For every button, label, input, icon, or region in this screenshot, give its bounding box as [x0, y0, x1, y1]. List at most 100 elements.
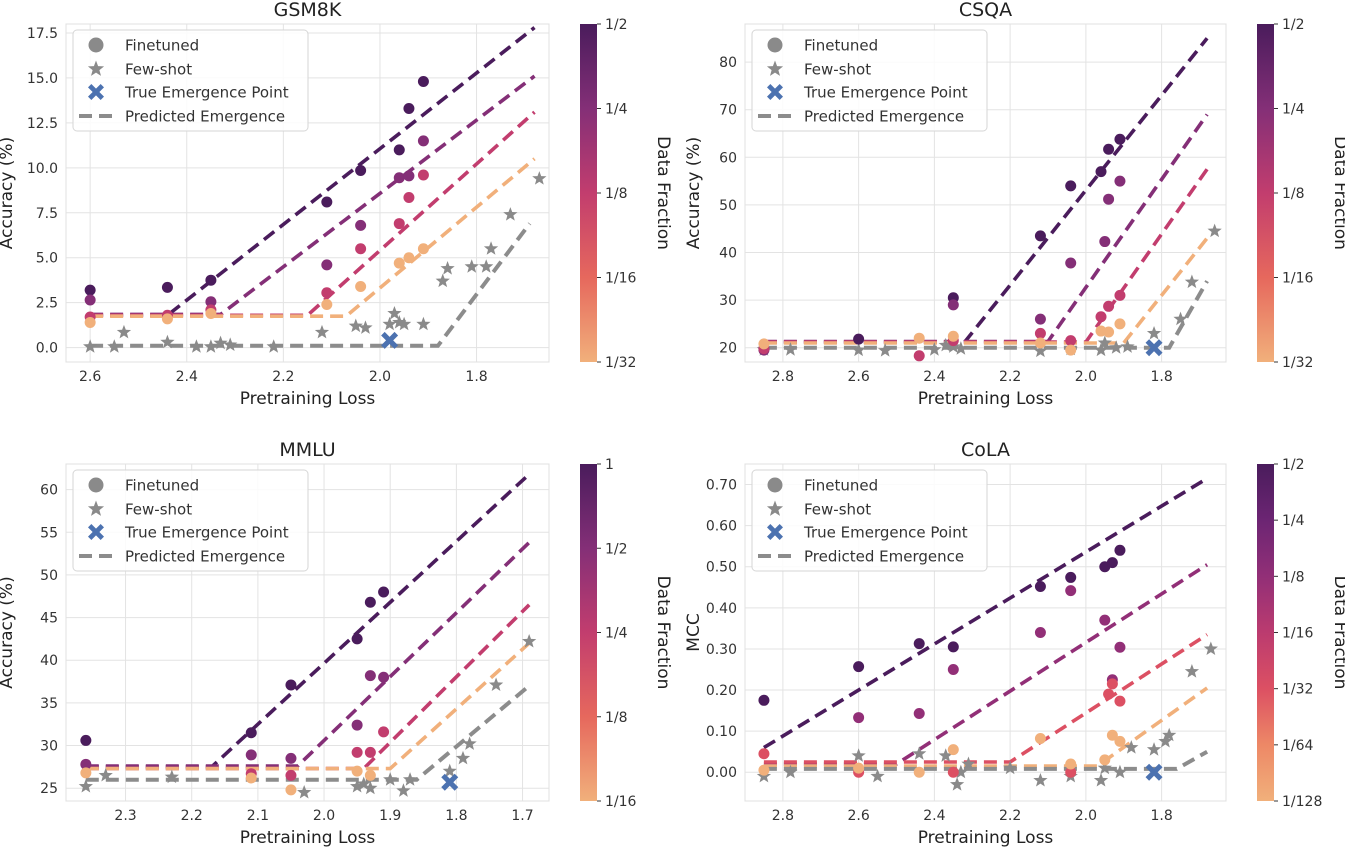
finetuned-point-0	[417, 76, 429, 88]
x-tick-label: 2.2	[181, 808, 203, 824]
finetuned-point-4	[393, 257, 405, 269]
legend-few-shot-marker	[766, 60, 784, 76]
finetuned-point-1	[355, 219, 367, 231]
fit-line-0	[762, 476, 1209, 750]
finetuned-point-2	[1095, 311, 1107, 323]
colorbar-tick-label: 1/8	[605, 710, 628, 726]
y-tick-label: 0.60	[706, 519, 737, 535]
x-tick-label: 1.8	[465, 369, 487, 385]
finetuned-point-1	[393, 172, 405, 184]
legend-emergence-label: True Emergence Point	[803, 524, 968, 542]
y-tick-label: 7.5	[36, 206, 58, 222]
finetuned-point-4	[364, 769, 376, 781]
finetuned-point-0	[853, 333, 865, 345]
y-tick-label: 5.0	[36, 251, 58, 267]
few-shot-point	[961, 756, 976, 771]
few-shot-point	[464, 259, 479, 273]
few-shot-point	[78, 779, 93, 793]
finetuned-point-1	[1103, 193, 1115, 205]
plot-content	[756, 476, 1218, 791]
x-tick-label: 2.4	[176, 369, 198, 385]
few-shot-point	[1184, 664, 1200, 678]
few-shot-point	[223, 337, 238, 351]
few-shot-point	[783, 764, 798, 779]
finetuned-point-2	[947, 766, 959, 778]
legend-few-shot-label: Few-shot	[125, 501, 192, 519]
y-tick-label: 0.00	[706, 765, 737, 781]
few-shot-point	[912, 746, 927, 760]
few-shot-point	[1146, 325, 1162, 340]
few-shot-point	[314, 324, 330, 339]
fit-line-1	[85, 541, 531, 768]
few-shot-point	[1120, 339, 1135, 353]
x-axis-label: Pretraining Loss	[918, 828, 1054, 848]
finetuned-point-4	[285, 784, 297, 796]
few-shot-point	[1097, 335, 1112, 350]
finetuned-point-0	[1103, 143, 1115, 155]
colorbar: 1/2 1/4 1/8 1/16 1/32 1/64 1/128 Data Fraction	[1257, 457, 1345, 810]
colorbar-tick-label: 1/2	[605, 17, 628, 33]
x-axis-label: Pretraining Loss	[918, 389, 1054, 409]
x-tick-label: 2.0	[313, 808, 335, 824]
y-tick-label: 0.40	[706, 601, 737, 617]
finetuned-point-2	[378, 726, 390, 738]
finetuned-point-4	[321, 298, 333, 310]
finetuned-point-0	[1065, 180, 1077, 192]
few-shot-point	[1146, 742, 1162, 756]
few-shot-point	[213, 335, 228, 350]
y-tick-label: 15.0	[27, 71, 58, 87]
few-shot-point	[1124, 740, 1139, 754]
few-shot-point	[522, 633, 537, 648]
finetuned-point-2	[1103, 300, 1115, 312]
chart-gsm8k: 2.6 2.4 2.2 2.0 1.8 0.0 2.5 5.0 7.5 10.0 12.5 15.0 1…	[0, 0, 673, 409]
legend-finetuned-marker	[767, 477, 783, 493]
finetuned-point-1	[417, 135, 429, 147]
legend-finetuned-label: Finetuned	[804, 37, 878, 55]
finetuned-point-1	[351, 719, 363, 731]
x-tick-label: 1.7	[511, 808, 533, 824]
legend-finetuned-label: Finetuned	[125, 37, 199, 55]
chart-csqa: 2.8 2.6 2.4 2.2 2.0 1.8 20 30 40 50 60 70 80 CSQA Pret…	[684, 0, 1345, 409]
colorbar-tick-label: 1/32	[605, 355, 636, 371]
fit-line-3	[763, 686, 1209, 768]
finetuned-point-0	[1034, 230, 1046, 242]
few-shot-point	[1109, 340, 1124, 354]
legend-finetuned-marker	[88, 477, 104, 493]
few-shot-point	[949, 777, 965, 791]
few-shot-point	[483, 241, 499, 255]
colorbar: 1 1/2 1/4 1/8 1/16 Data Fraction	[580, 457, 673, 810]
few-shot-point	[455, 750, 471, 765]
legend: Finetuned Few-shot True Emergence Point Pre…	[751, 29, 988, 132]
few-shot-point	[363, 780, 378, 795]
finetuned-point-1	[1114, 641, 1126, 653]
finetuned-point-1	[1034, 627, 1046, 638]
few-shot-point	[396, 783, 411, 797]
finetuned-point-0	[80, 734, 92, 746]
colorbar-tick-label: 1/64	[1282, 738, 1314, 754]
few-shot-point	[1093, 772, 1109, 787]
finetuned-point-0	[758, 694, 770, 706]
few-shot-point	[382, 316, 397, 331]
y-axis-label: Accuracy (%)	[0, 576, 17, 688]
few-shot-point	[1097, 760, 1112, 775]
finetuned-point-0	[853, 661, 865, 673]
fit-line-1	[763, 563, 1209, 766]
colorbar-tick-label: 1/4	[605, 626, 628, 642]
colorbar-title: Data Fraction	[1330, 136, 1345, 250]
few-shot-point	[1112, 764, 1128, 779]
few-shot-point	[383, 772, 398, 786]
finetuned-point-0	[1114, 544, 1126, 556]
legend-finetuned-label: Finetuned	[804, 477, 878, 495]
y-tick-label: 0.30	[706, 642, 737, 658]
few-shot-point	[435, 273, 450, 288]
finetuned-point-1	[84, 294, 96, 306]
finetuned-point-4	[245, 772, 257, 784]
x-axis-label: Pretraining Loss	[240, 389, 376, 409]
finetuned-point-1	[1065, 585, 1077, 597]
legend-finetuned-marker	[767, 37, 783, 53]
legend-predicted-label: Predicted Emergence	[125, 548, 285, 566]
y-tick-label: 25	[40, 781, 58, 797]
finetuned-point-4	[161, 313, 173, 325]
y-tick-label: 40	[40, 653, 58, 669]
legend-emergence-label: True Emergence Point	[124, 84, 289, 102]
